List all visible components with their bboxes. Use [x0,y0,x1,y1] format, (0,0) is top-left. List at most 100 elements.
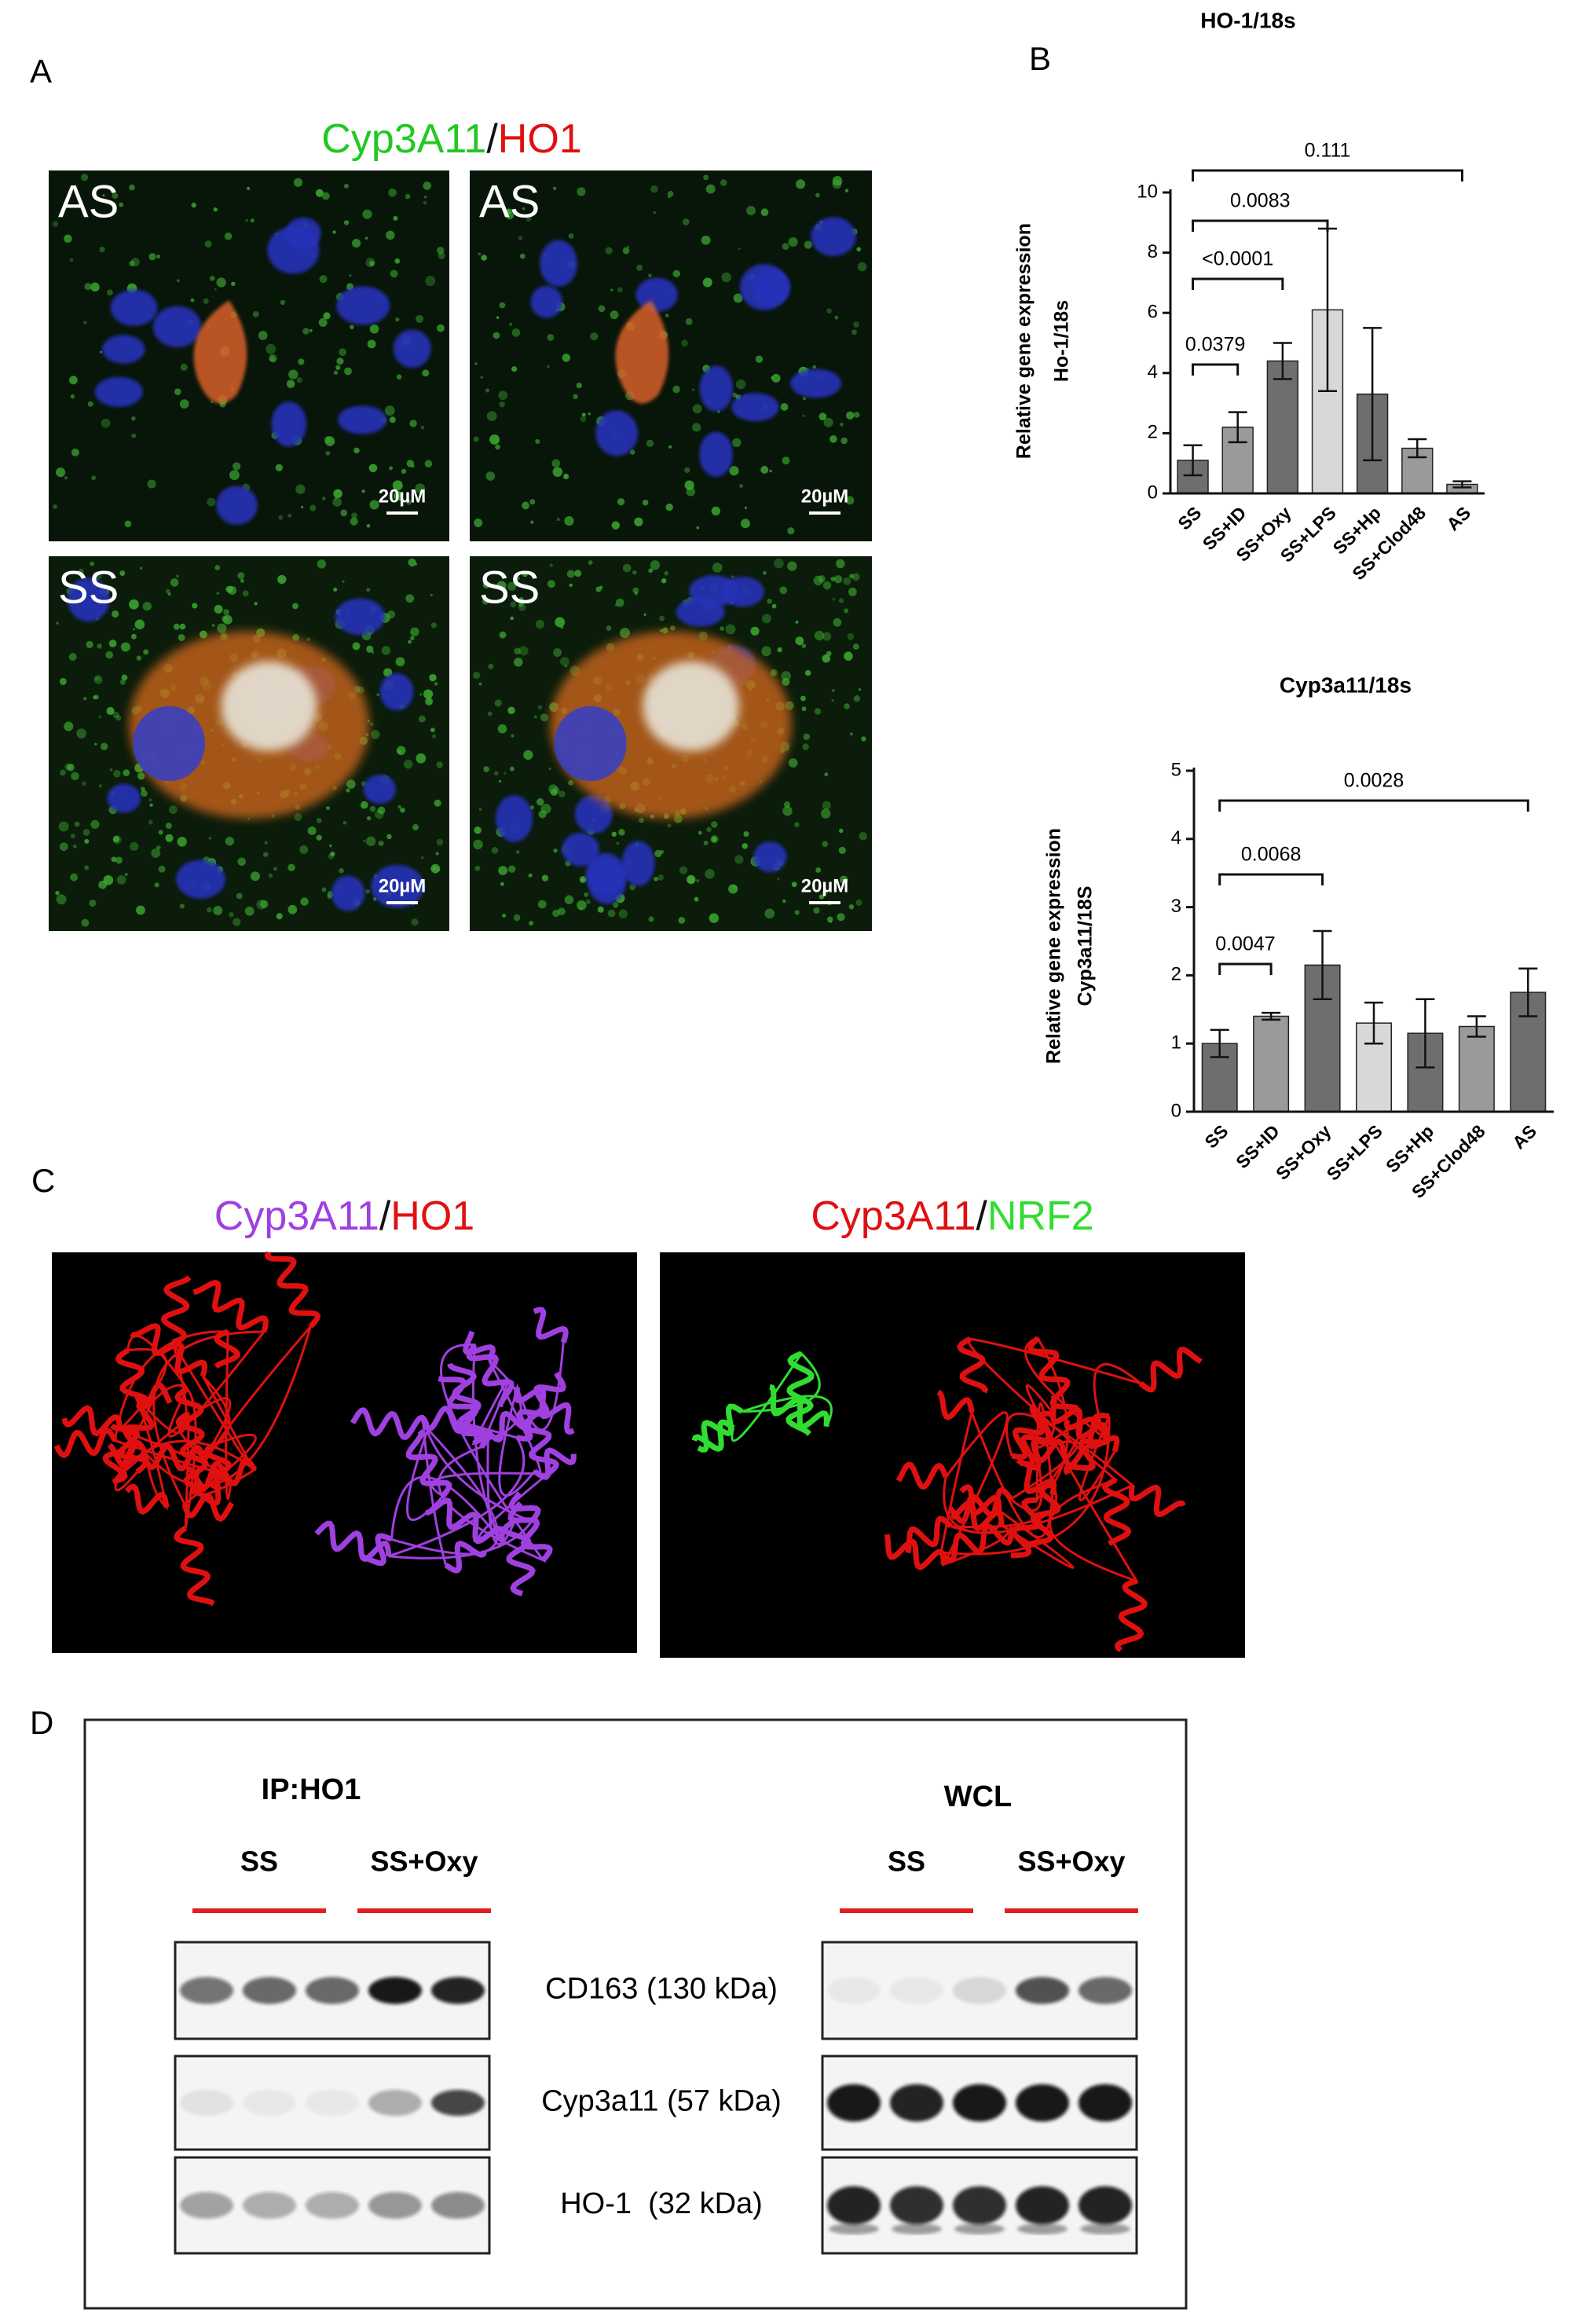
green-signal [280,299,286,306]
green-signal [396,374,402,380]
green-signal [84,865,90,871]
green-signal [483,766,489,772]
micrograph-content [53,174,445,528]
green-signal [568,779,574,786]
green-signal [646,439,654,448]
green-signal [616,841,620,845]
green-signal [684,467,690,474]
nucleus [336,286,390,325]
blot-band [890,2186,943,2225]
p-value: 0.0028 [1344,770,1404,792]
bar [1266,360,1299,494]
blot-band [953,2186,1006,2225]
green-signal [333,587,338,592]
green-signal [411,918,419,926]
green-signal [788,236,798,247]
green-signal [98,715,102,719]
green-signal [725,624,736,635]
green-signal [620,628,631,639]
green-signal [518,646,529,656]
green-signal [333,370,339,375]
green-signal [493,332,500,339]
green-signal [692,404,702,414]
green-signal [848,574,854,579]
green-signal [518,602,524,607]
green-signal [154,882,159,888]
green-signal [478,682,482,686]
y-axis-label: Ho-1/18s [1051,300,1073,382]
p-value: 0.111 [1305,140,1351,162]
green-signal [190,298,195,302]
green-signal [119,679,126,685]
green-signal [771,373,781,383]
green-signal [423,181,432,190]
green-signal [653,211,656,214]
green-signal [783,801,791,808]
blot-band [368,2089,422,2117]
y-tick-label: 2 [1148,422,1158,443]
green-signal [82,829,90,836]
green-signal [679,866,688,874]
green-signal [366,524,371,528]
green-signal [511,366,518,372]
green-signal [115,715,122,721]
green-signal [547,334,555,341]
green-signal [179,399,189,409]
green-signal [533,715,537,719]
green-signal [685,317,693,325]
green-signal [832,597,836,601]
green-signal [487,711,493,717]
green-signal [76,728,86,739]
green-signal [412,823,419,830]
green-signal [435,852,439,856]
green-signal [802,397,807,401]
green-signal [744,506,748,510]
green-signal [755,355,764,363]
green-signal [406,499,412,505]
green-signal [851,329,857,335]
green-signal [518,603,526,611]
green-signal [845,496,855,505]
green-signal [556,518,560,522]
green-signal [580,877,585,882]
green-signal [211,400,214,404]
green-signal [787,527,795,535]
green-signal [252,311,259,318]
helix [61,1405,123,1437]
green-signal [746,206,756,216]
green-signal [824,772,829,776]
green-signal [237,857,247,867]
green-signal [822,841,829,848]
green-signal [416,753,427,764]
green-signal [564,665,567,668]
green-signal [552,186,557,191]
row-label: HO-1 (32 kDa) [560,2187,763,2220]
error-bar [1408,438,1427,459]
green-signal [553,848,558,853]
blot-band [180,2191,233,2220]
helix [502,1518,536,1596]
error-bar [1313,929,1332,1001]
green-signal [346,779,356,789]
green-signal [491,847,499,854]
blot-band [953,1977,1006,2004]
green-signal [142,601,152,611]
green-signal [68,653,77,662]
green-signal [788,758,798,768]
green-signal [434,799,441,807]
green-signal [351,512,357,519]
green-signal [665,313,669,317]
green-signal [563,473,569,480]
green-signal [98,880,107,889]
green-signal [156,845,161,850]
x-tick-label: AS [1508,1120,1540,1153]
green-signal [437,868,441,871]
green-signal [551,459,561,468]
green-signal [296,377,302,383]
green-signal [813,575,823,586]
row-label: CD163 (130 kDa) [545,1973,778,2006]
green-signal [112,610,119,618]
green-signal [349,274,352,277]
row-label: Cyp3a11 (57 kDa) [541,2085,782,2118]
